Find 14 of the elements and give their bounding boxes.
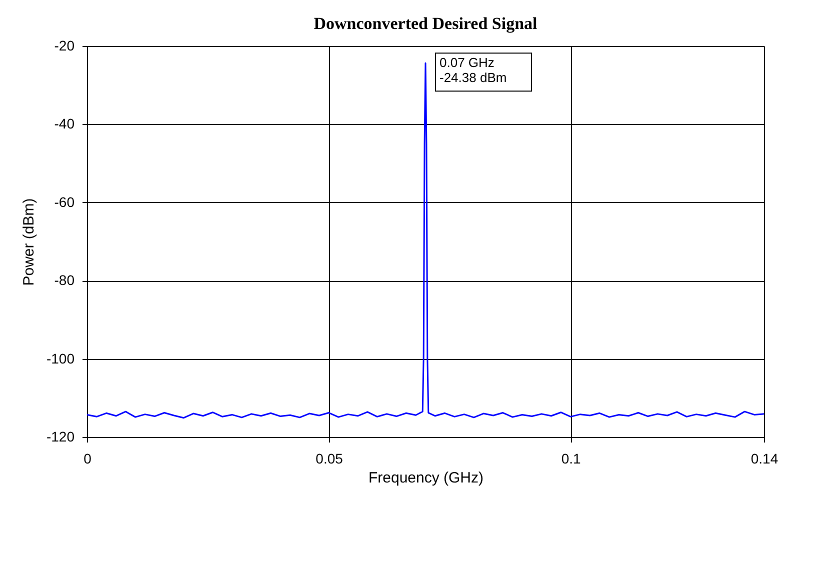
y-tick-label: -60 [54, 194, 75, 210]
annotation: 0.07 GHz -24.38 dBm [440, 55, 507, 86]
y-tick-label: -100 [46, 350, 75, 366]
y-tick-label: -40 [54, 116, 75, 132]
y-tick-label: -120 [46, 428, 75, 444]
x-tick-label: 0 [84, 450, 92, 466]
x-tick-label: 0.05 [316, 450, 344, 466]
x-tick-label: 0.14 [750, 450, 778, 466]
chart-title: Downconverted Desired Signal [314, 14, 538, 33]
y-tick-label: -80 [54, 272, 75, 288]
x-tick-label: 0.1 [561, 450, 582, 466]
y-tick-label: -20 [54, 38, 75, 54]
y-axis-title: Power (dBm) [20, 198, 38, 286]
x-axis-title: Frequency (GHz) [368, 470, 484, 486]
